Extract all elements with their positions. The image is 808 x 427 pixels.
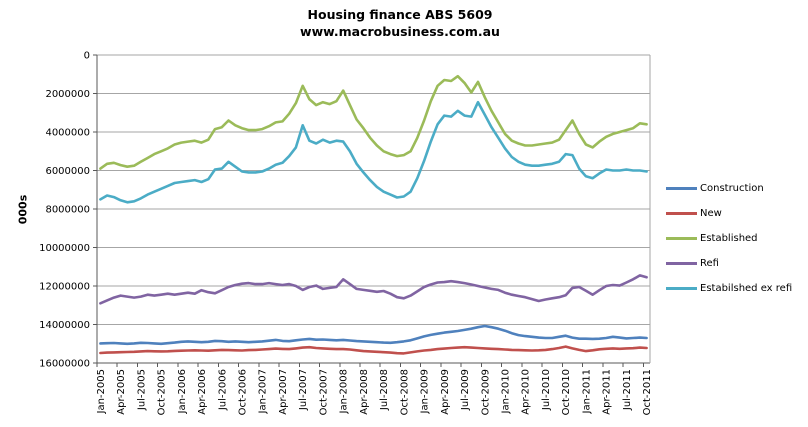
x-tick-label: Jul-2005 bbox=[136, 369, 147, 411]
x-tick-label: Apr-2009 bbox=[440, 369, 451, 415]
x-tick-label: Apr-2008 bbox=[359, 369, 370, 415]
legend-item: Construction bbox=[666, 176, 792, 201]
legend-label: Estabilshed ex refi bbox=[700, 283, 793, 294]
y-tick-label: 12000000 bbox=[39, 282, 90, 293]
y-tick-label: 0 bbox=[84, 51, 90, 62]
x-tick-label: Apr-2007 bbox=[278, 369, 289, 415]
legend-line-swatch bbox=[666, 212, 697, 215]
legend: Construction New Established Refi Estabilshe… bbox=[666, 176, 792, 301]
legend-label: Construction bbox=[700, 183, 764, 194]
series-line-construction bbox=[99, 324, 648, 346]
legend-line-swatch bbox=[666, 287, 697, 290]
legend-item: Established bbox=[666, 226, 792, 251]
legend-label: Refi bbox=[700, 258, 719, 269]
x-tick-label: Oct-2005 bbox=[157, 369, 168, 415]
x-tick-label: Jul-2010 bbox=[541, 369, 552, 411]
y-tick-label: 16000000 bbox=[39, 359, 90, 370]
y-tick-label: 2000000 bbox=[45, 89, 90, 100]
x-tick-label: Jul-2008 bbox=[379, 369, 390, 411]
y-tick-label: 10000000 bbox=[39, 243, 90, 254]
x-tick-label: Jan-2008 bbox=[339, 369, 350, 414]
legend-line-swatch bbox=[666, 187, 697, 190]
x-tick-label: Oct-2006 bbox=[237, 369, 248, 415]
legend-line-swatch bbox=[666, 237, 697, 240]
chart-subtitle: www.macrobusiness.com.au bbox=[300, 24, 500, 39]
x-tick-label: Jan-2007 bbox=[258, 369, 269, 414]
x-tick-label: Jan-2011 bbox=[581, 369, 592, 414]
x-tick-label: Apr-2006 bbox=[197, 369, 208, 415]
x-tick-label: Apr-2011 bbox=[602, 369, 613, 415]
y-tick-label: 6000000 bbox=[45, 166, 90, 177]
legend-label: New bbox=[700, 208, 722, 219]
chart-title: Housing finance ABS 5609 bbox=[307, 7, 493, 22]
legend-item: Estabilshed ex refi bbox=[666, 276, 792, 301]
x-tick-label: Jan-2009 bbox=[420, 369, 431, 414]
x-tick-label: Oct-2009 bbox=[480, 369, 491, 415]
x-tick-label: Jan-2005 bbox=[96, 369, 107, 414]
x-tick-label: Oct-2011 bbox=[642, 369, 653, 415]
x-tick-label: Jan-2010 bbox=[501, 369, 512, 414]
series-line-established bbox=[99, 74, 648, 170]
series-line-estabilshed-ex-refi bbox=[99, 100, 648, 204]
legend-item: New bbox=[666, 201, 792, 226]
x-tick-label: Jul-2006 bbox=[217, 369, 228, 411]
legend-line-swatch bbox=[666, 262, 697, 265]
x-tick-label: Jul-2011 bbox=[622, 369, 633, 411]
x-tick-label: Apr-2010 bbox=[521, 369, 532, 415]
legend-label: Established bbox=[700, 233, 758, 244]
y-tick-label: 4000000 bbox=[45, 128, 90, 139]
x-tick-label: Jul-2007 bbox=[298, 369, 309, 411]
y-tick-label: 14000000 bbox=[39, 320, 90, 331]
x-tick-label: Oct-2007 bbox=[318, 369, 329, 415]
chart-title-block: Housing finance ABS 5609 www.macrobusine… bbox=[0, 6, 800, 40]
x-tick-label: Jul-2009 bbox=[460, 369, 471, 411]
legend-item: Refi bbox=[666, 251, 792, 276]
series-line-new bbox=[99, 345, 648, 355]
x-tick-label: Oct-2008 bbox=[399, 369, 410, 415]
y-tick-label: 8000000 bbox=[45, 205, 90, 216]
x-tick-label: Apr-2005 bbox=[116, 369, 127, 415]
x-tick-label: Oct-2010 bbox=[561, 369, 572, 415]
series-line-refi bbox=[99, 274, 648, 305]
x-tick-label: Jan-2006 bbox=[177, 369, 188, 414]
